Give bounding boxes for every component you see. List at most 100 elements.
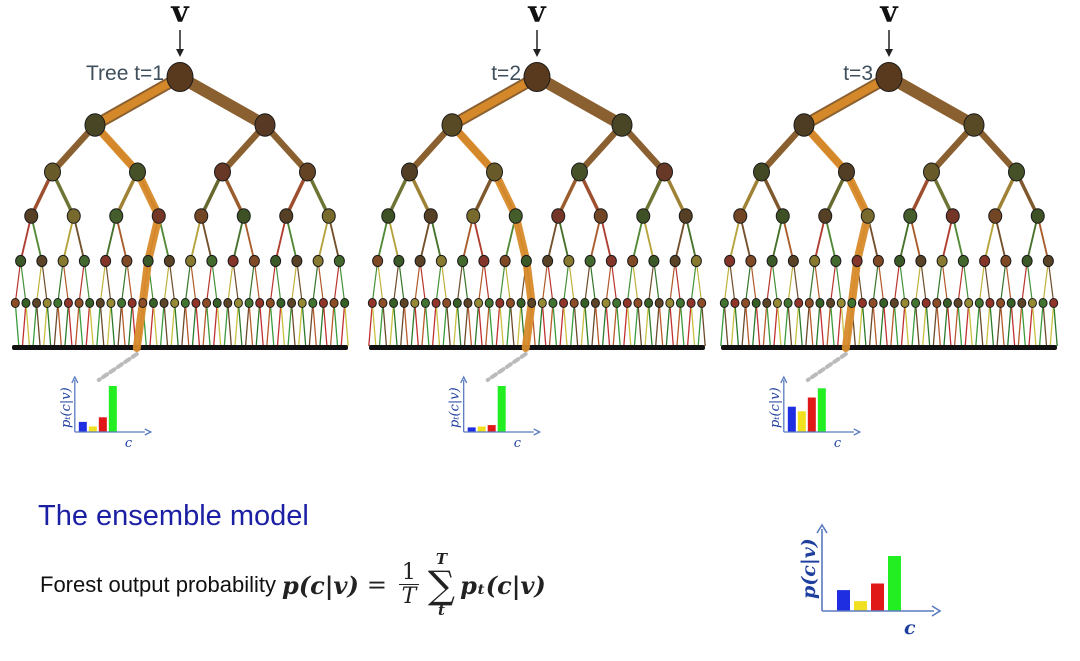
tree-node	[185, 254, 197, 268]
leaf-edge	[679, 302, 685, 347]
tree-node	[291, 254, 303, 268]
histogram-bar	[467, 427, 476, 432]
tree-node	[1000, 254, 1012, 268]
histogram-x-arrow	[533, 428, 542, 436]
tree-node	[942, 298, 952, 308]
fraction-numerator: 1	[398, 561, 419, 585]
tree-node	[996, 298, 1006, 308]
tree-node	[474, 298, 484, 308]
tree-node	[32, 298, 42, 308]
leaf-edge	[205, 302, 211, 347]
leaf-edge	[195, 302, 201, 347]
leaf-edge	[435, 302, 441, 347]
histogram-bar	[78, 421, 87, 432]
leaf-edge	[319, 302, 325, 347]
leaf-edge	[591, 302, 597, 347]
tree-edge	[957, 260, 964, 304]
tree-edge	[78, 260, 85, 304]
leaf-edge	[255, 302, 261, 347]
leaf-to-histogram-arrow	[805, 352, 848, 382]
tree-node	[644, 298, 654, 308]
tree-edge	[1047, 260, 1055, 304]
leaf-edge	[819, 302, 825, 347]
leaf-edge	[159, 302, 165, 347]
leaf-edge	[456, 302, 462, 347]
leaf-edge	[499, 302, 504, 347]
tree-node	[868, 298, 878, 308]
tree-node	[793, 113, 815, 137]
histogram-bar	[98, 417, 107, 432]
input-v-label: v	[170, 0, 190, 30]
leaf-edge	[431, 302, 437, 347]
tree-node	[312, 254, 324, 268]
leaf-edge	[32, 302, 38, 347]
leaf-edge	[676, 302, 682, 347]
tree-edge	[483, 260, 490, 304]
tree-edge	[253, 260, 261, 304]
decision-path	[800, 73, 893, 352]
tree-node	[44, 162, 61, 182]
tree-node	[276, 298, 286, 308]
tree-node	[202, 298, 212, 308]
leaf-edge	[730, 302, 736, 347]
tree-edge	[962, 260, 970, 304]
leaf-edge	[421, 302, 427, 347]
histogram-x-arrow	[144, 428, 153, 436]
leaf-edge	[21, 302, 27, 347]
leaf-edge	[43, 302, 48, 347]
tree-node	[212, 298, 222, 308]
leaf-edge	[509, 302, 515, 347]
tree-node	[945, 208, 960, 224]
tree-edges	[720, 71, 1058, 347]
leaf-edge	[601, 302, 607, 347]
leaf-edge	[227, 302, 232, 347]
input-arrow-head	[533, 49, 541, 57]
leaf-edge	[808, 302, 814, 347]
tree-node	[372, 254, 384, 268]
tree-node	[563, 254, 575, 268]
leaf-bar	[369, 345, 705, 350]
leaf-edge	[626, 302, 632, 347]
leaf-edge	[333, 302, 339, 347]
leaf-edge	[1010, 302, 1016, 347]
input-v-label: v	[527, 0, 547, 30]
tree-node	[669, 254, 681, 268]
leaf-edge	[570, 302, 575, 347]
tree-edge	[1021, 260, 1028, 304]
tree-edge	[184, 260, 192, 304]
tree-edge	[829, 260, 837, 304]
tree-edge	[771, 260, 779, 304]
ensemble-histogram: p(c|v) c	[798, 523, 942, 639]
formula-fraction: 1 T	[398, 561, 419, 609]
ensemble-y-arrow	[816, 523, 828, 534]
tree-node	[121, 254, 133, 268]
tree-edge	[248, 260, 255, 304]
tree-edge	[589, 260, 597, 304]
leaf-edge	[308, 302, 314, 347]
ensemble-histogram-bar	[888, 556, 901, 611]
leaf-edge	[996, 302, 1002, 347]
tree-node	[520, 254, 532, 268]
tree-node	[106, 298, 116, 308]
tree-edge	[126, 260, 133, 304]
tree-node	[236, 208, 251, 224]
leaf-edge	[658, 302, 664, 347]
tree-edge	[674, 260, 682, 304]
leaf-edge	[1021, 302, 1026, 347]
leaf-edge	[322, 302, 328, 347]
tree-node	[254, 113, 276, 137]
tree-edge	[371, 260, 379, 304]
leaf-edge	[999, 302, 1005, 347]
leaf-edge	[900, 302, 906, 347]
tree-node	[308, 298, 318, 308]
tree-node	[227, 254, 239, 268]
tree-node	[697, 298, 707, 308]
tree-node	[1030, 208, 1045, 224]
tree-nodes	[719, 61, 1059, 308]
tree-edge	[312, 260, 319, 304]
tree-node	[85, 298, 95, 308]
tree-edge	[941, 260, 949, 304]
tree-node	[860, 208, 875, 224]
tree-edge	[414, 260, 421, 304]
leaf-edge	[244, 302, 250, 347]
